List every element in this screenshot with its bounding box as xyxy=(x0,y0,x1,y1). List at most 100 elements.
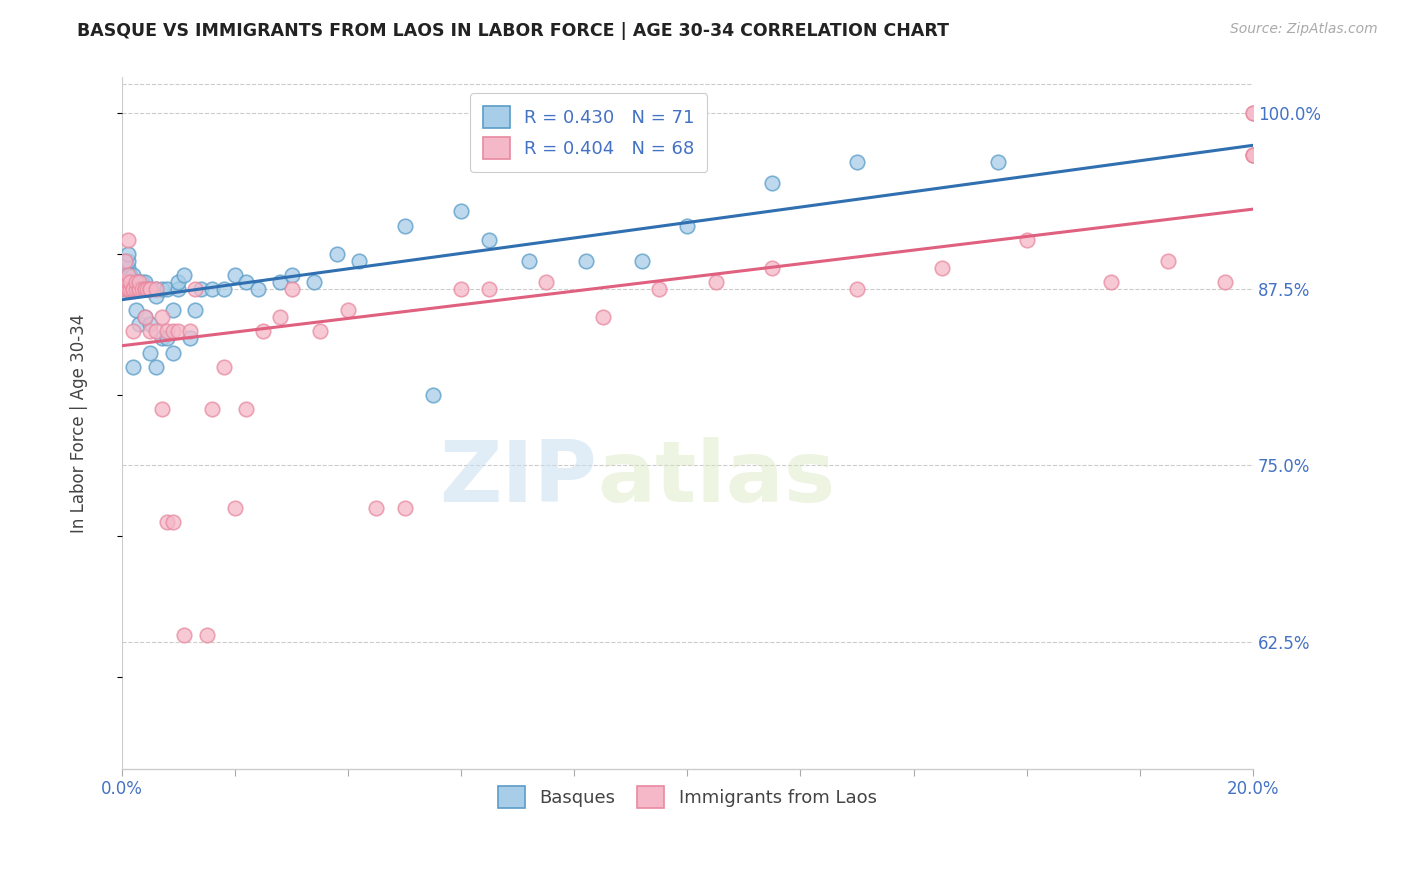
Point xyxy=(131,282,153,296)
Point xyxy=(676,219,699,233)
Point xyxy=(117,268,139,282)
Point xyxy=(173,627,195,641)
Point xyxy=(190,282,212,296)
Point xyxy=(184,303,207,318)
Point xyxy=(117,260,139,275)
Point xyxy=(224,500,246,515)
Point xyxy=(156,324,179,338)
Point xyxy=(212,359,235,374)
Text: ZIP: ZIP xyxy=(439,437,598,520)
Point xyxy=(122,282,145,296)
Point xyxy=(167,324,190,338)
Point xyxy=(128,282,150,296)
Point xyxy=(150,310,173,325)
Point xyxy=(117,275,139,289)
Point xyxy=(366,500,388,515)
Point xyxy=(117,282,139,296)
Point xyxy=(1241,148,1264,162)
Point xyxy=(114,282,136,296)
Point xyxy=(156,331,179,345)
Point xyxy=(125,303,148,318)
Point xyxy=(1213,275,1236,289)
Text: Source: ZipAtlas.com: Source: ZipAtlas.com xyxy=(1230,22,1378,37)
Point xyxy=(269,275,291,289)
Point xyxy=(139,345,162,359)
Point xyxy=(145,324,167,338)
Point xyxy=(120,275,142,289)
Point xyxy=(162,345,184,359)
Point xyxy=(280,268,302,282)
Point xyxy=(246,282,269,296)
Point xyxy=(337,303,360,318)
Point xyxy=(162,515,184,529)
Point xyxy=(167,282,190,296)
Point xyxy=(761,260,783,275)
Point xyxy=(114,260,136,275)
Point xyxy=(145,289,167,303)
Point xyxy=(125,275,148,289)
Point xyxy=(131,282,153,296)
Point xyxy=(134,282,156,296)
Point xyxy=(114,253,136,268)
Point xyxy=(704,275,727,289)
Point xyxy=(1241,105,1264,120)
Point xyxy=(139,282,162,296)
Point xyxy=(150,331,173,345)
Point xyxy=(631,253,654,268)
Point xyxy=(179,324,201,338)
Point xyxy=(122,268,145,282)
Point xyxy=(114,282,136,296)
Point xyxy=(184,282,207,296)
Point xyxy=(179,331,201,345)
Point xyxy=(269,310,291,325)
Point xyxy=(122,275,145,289)
Point xyxy=(394,500,416,515)
Point xyxy=(122,282,145,296)
Point xyxy=(120,275,142,289)
Point xyxy=(117,268,139,282)
Point xyxy=(931,260,953,275)
Point xyxy=(156,282,179,296)
Point xyxy=(128,275,150,289)
Point xyxy=(212,282,235,296)
Point xyxy=(122,282,145,296)
Point xyxy=(1157,253,1180,268)
Point xyxy=(134,282,156,296)
Point xyxy=(450,282,472,296)
Point xyxy=(150,282,173,296)
Point xyxy=(450,204,472,219)
Point xyxy=(302,275,325,289)
Point xyxy=(114,253,136,268)
Point xyxy=(117,253,139,268)
Text: BASQUE VS IMMIGRANTS FROM LAOS IN LABOR FORCE | AGE 30-34 CORRELATION CHART: BASQUE VS IMMIGRANTS FROM LAOS IN LABOR … xyxy=(77,22,949,40)
Point xyxy=(478,233,501,247)
Point xyxy=(534,275,557,289)
Point xyxy=(1101,275,1123,289)
Point xyxy=(136,282,159,296)
Point xyxy=(128,282,150,296)
Point xyxy=(114,268,136,282)
Point xyxy=(136,282,159,296)
Point xyxy=(139,282,162,296)
Point xyxy=(394,219,416,233)
Point xyxy=(575,253,598,268)
Point xyxy=(128,318,150,332)
Point xyxy=(145,359,167,374)
Point xyxy=(145,282,167,296)
Y-axis label: In Labor Force | Age 30-34: In Labor Force | Age 30-34 xyxy=(70,313,89,533)
Point xyxy=(139,318,162,332)
Point xyxy=(117,282,139,296)
Point xyxy=(117,282,139,296)
Point xyxy=(201,282,224,296)
Point xyxy=(162,324,184,338)
Point xyxy=(1241,148,1264,162)
Point xyxy=(201,401,224,416)
Point xyxy=(117,275,139,289)
Point xyxy=(422,388,444,402)
Point xyxy=(139,324,162,338)
Point xyxy=(648,282,671,296)
Point xyxy=(122,324,145,338)
Point xyxy=(117,282,139,296)
Point xyxy=(131,275,153,289)
Point xyxy=(120,268,142,282)
